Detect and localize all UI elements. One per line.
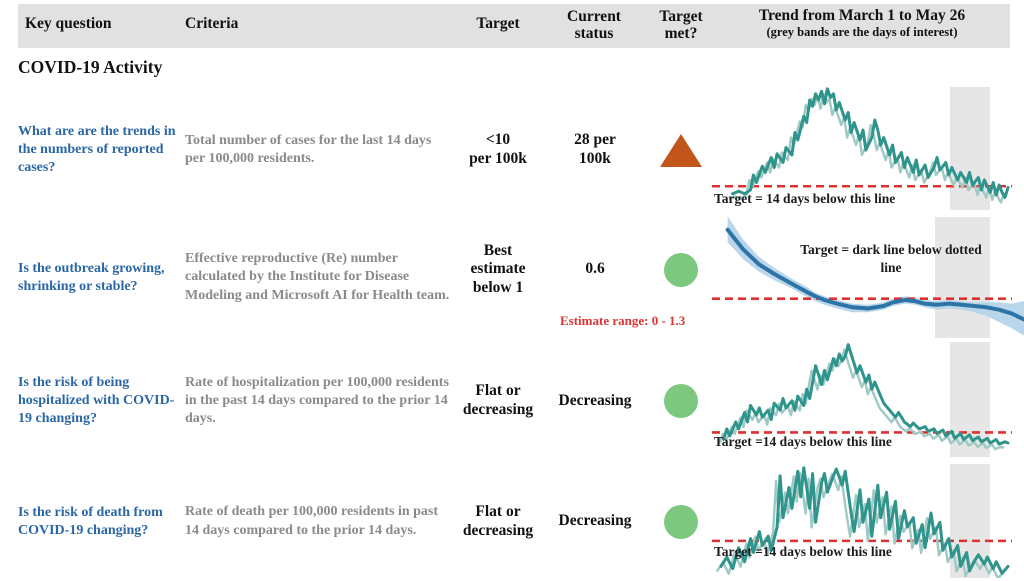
target-line-annotation: Target = dark line below dotted line — [800, 242, 982, 275]
question-hospitalization: Is the risk of being hospitalized with C… — [18, 375, 175, 426]
col-header-trend: Trend from March 1 to May 26 (grey bands… — [712, 7, 1012, 39]
target-not-met-triangle-icon — [660, 133, 702, 167]
target-met-cases — [648, 85, 714, 215]
question-re: Is the outbreak growing, shrinking or st… — [18, 260, 165, 294]
col-header-target: Target — [476, 15, 520, 32]
criteria-cases: Total number of cases for the last 14 da… — [185, 132, 432, 166]
trend-cell-re: Target = dark line below dotted line — [712, 215, 1024, 338]
trend-cell-cases: Target = 14 days below this line — [712, 85, 1024, 210]
target-met-re — [648, 215, 714, 340]
section-title: COVID-19 Activity — [18, 57, 163, 77]
col-header-target-met: Target met? — [659, 8, 703, 43]
estimate-range-note: Estimate range: 0 - 1.3 — [560, 313, 686, 328]
criteria-deaths: Rate of death per 100,000 residents in p… — [185, 504, 439, 538]
criteria-re: Effective reproductive (Re) number calcu… — [185, 251, 450, 303]
trend-subtitle: (grey bands are the days of interest) — [766, 25, 958, 40]
table-row-cases: What are are the trends in the numbers o… — [0, 85, 1024, 215]
trend-cell-deaths: Target =14 days below this line — [712, 462, 1024, 578]
target-met-deaths — [648, 462, 714, 581]
status-cases: 28 per 100k — [574, 131, 616, 167]
target-hospitalization: Flat or decreasing — [462, 382, 534, 418]
question-cases: What are are the trends in the numbers o… — [18, 124, 176, 175]
table-row-hospitalization: Is the risk of being hospitalized with C… — [0, 340, 1024, 462]
target-line-caption: Target =14 days below this line — [714, 544, 892, 559]
criteria-hospitalization: Rate of hospitalization per 100,000 resi… — [185, 374, 449, 427]
col-header-criteria: Criteria — [185, 15, 239, 32]
hospitalization-trend-chart — [712, 342, 1012, 457]
target-line-caption: Target = 14 days below this line — [714, 191, 896, 206]
death-trend-chart — [712, 464, 1012, 578]
target-met-circle-icon — [664, 252, 698, 287]
re-trend-chart — [712, 216, 1024, 338]
target-met-circle-icon — [664, 384, 698, 418]
question-deaths: Is the risk of death from COVID-19 chang… — [18, 504, 163, 538]
target-met-hospitalization — [648, 340, 714, 462]
col-header-key-question: Key question — [25, 15, 112, 32]
table-row-re: Is the outbreak growing, shrinking or st… — [0, 215, 1024, 340]
table-row-deaths: Is the risk of death from COVID-19 chang… — [0, 462, 1024, 581]
target-met-circle-icon — [664, 504, 698, 539]
target-deaths: Flat or decreasing — [462, 502, 534, 539]
status-deaths: Decreasing — [558, 512, 632, 530]
status-hospitalization: Decreasing — [558, 391, 632, 409]
target-line-caption: Target =14 days below this line — [714, 434, 892, 449]
cases-trend-chart — [712, 87, 1012, 210]
col-header-current-status: Current status — [567, 8, 621, 43]
status-re: 0.6 — [585, 260, 605, 278]
target-re: Best estimate below 1 — [470, 241, 526, 296]
trend-cell-hospitalization: Target =14 days below this line — [712, 340, 1024, 457]
trend-title: Trend from March 1 to May 26 — [758, 7, 966, 24]
table-header: Key question Criteria Target Current sta… — [18, 4, 1010, 48]
target-cases: <10 per 100k — [469, 131, 527, 167]
